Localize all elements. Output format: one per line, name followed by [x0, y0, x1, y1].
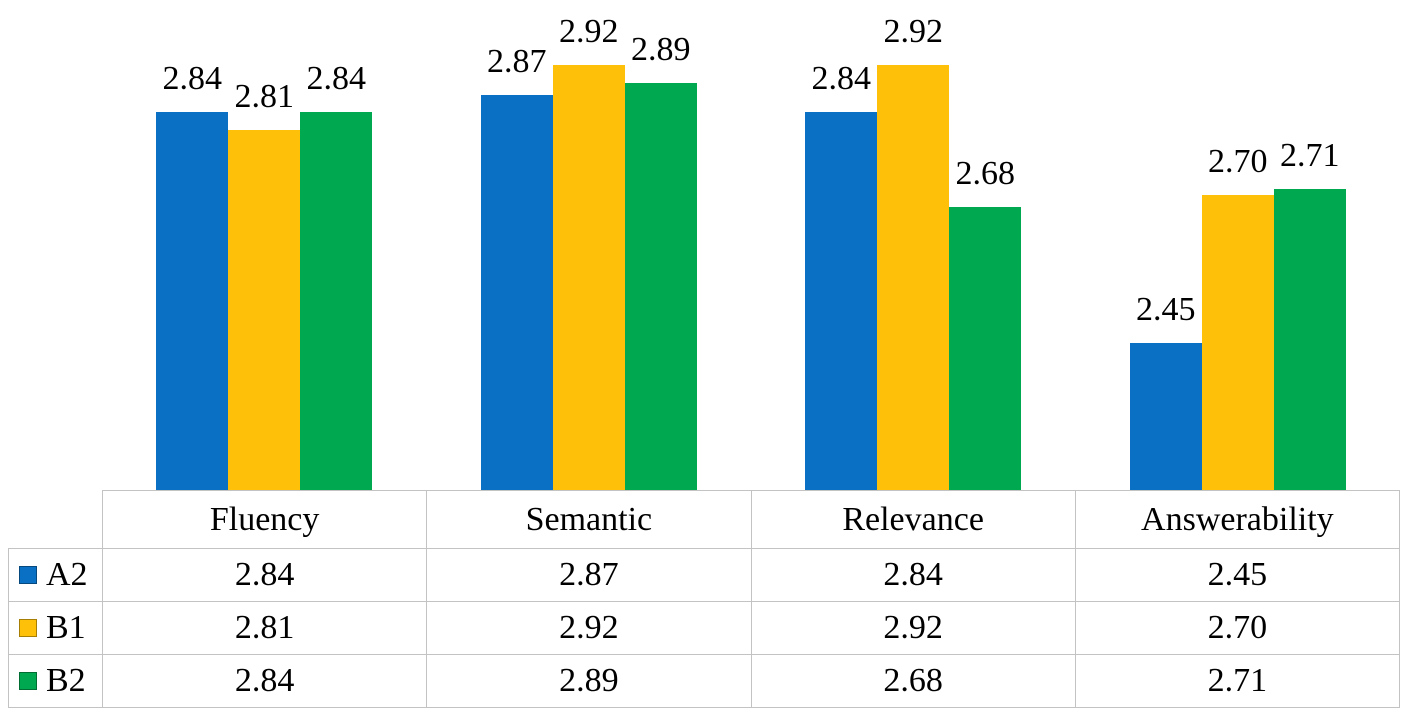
table-cell: 2.84 [101, 548, 428, 602]
column-header-answerability: Answerability [1074, 490, 1401, 549]
table-cell: 2.45 [1074, 548, 1401, 602]
table-row-b1: B1 2.81 2.92 2.92 2.70 [8, 601, 1401, 655]
category-group-semantic: 2.87 2.92 2.89 [427, 0, 752, 490]
table-row-a2: A2 2.84 2.87 2.84 2.45 [8, 548, 1401, 602]
bar-value-label: 2.45 [1136, 290, 1196, 328]
series-name-label: B1 [46, 609, 86, 646]
series-name-label: A2 [46, 556, 88, 593]
bar-b2-relevance: 2.68 [949, 156, 1022, 490]
bar-b1-fluency: 2.81 [228, 80, 301, 490]
bar-value-label: 2.92 [883, 13, 944, 51]
category-group-relevance: 2.84 2.92 2.68 [751, 0, 1076, 490]
bar-b2-semantic: 2.89 [624, 32, 697, 490]
category-group-fluency: 2.84 2.81 2.84 [102, 0, 427, 490]
table-corner-cell [9, 491, 103, 549]
plot-area: 2.84 2.81 2.84 2.87 2.92 2.89 2.84 2.92 2.68 2.45… [102, 0, 1400, 490]
table-cell: 2.92 [426, 601, 752, 655]
bar-b2-fluency: 2.84 [300, 62, 373, 490]
bar-value-label: 2.84 [811, 60, 872, 98]
table-cell: 2.68 [750, 654, 1076, 708]
legend-color-swatch-a2 [19, 566, 37, 584]
table-cell: 2.81 [101, 601, 428, 655]
bar-b1-relevance: 2.92 [877, 15, 950, 490]
row-header-b2: B2 [8, 654, 103, 708]
bar-a2-relevance: 2.84 [805, 62, 878, 490]
bar-a2-semantic: 2.87 [480, 44, 553, 490]
bar-value-label: 2.70 [1208, 143, 1268, 180]
table-cell: 2.71 [1074, 654, 1401, 708]
table-cell: 2.87 [426, 548, 752, 602]
table-cell: 2.84 [750, 548, 1076, 602]
series-name-label: B2 [46, 662, 86, 699]
column-header-semantic: Semantic [426, 490, 752, 549]
bar-b2-answerability: 2.71 [1273, 139, 1346, 490]
table-cell: 2.89 [426, 654, 752, 708]
bar-b1-answerability: 2.70 [1201, 145, 1274, 490]
bar-value-label: 2.92 [559, 13, 619, 51]
bar-a2-answerability: 2.45 [1129, 292, 1202, 490]
column-header-relevance: Relevance [750, 490, 1076, 549]
legend-color-swatch-b1 [19, 619, 37, 637]
bar-value-label: 2.84 [162, 60, 223, 98]
bar-value-label: 2.84 [306, 60, 367, 98]
table-cell: 2.92 [750, 601, 1076, 655]
bar-value-label: 2.68 [955, 154, 1016, 192]
category-group-answerability: 2.45 2.70 2.71 [1076, 0, 1401, 490]
column-header-fluency: Fluency [101, 490, 428, 549]
data-table: Fluency Semantic Relevance Answerability A2 2… [8, 490, 1401, 708]
table-row-b2: B2 2.84 2.89 2.68 2.71 [8, 654, 1401, 708]
bar-value-label: 2.71 [1280, 137, 1340, 175]
bar-value-label: 2.89 [631, 30, 691, 68]
table-cell: 2.70 [1074, 601, 1401, 655]
row-header-b1: B1 [8, 601, 103, 655]
bar-value-label: 2.81 [234, 78, 295, 116]
bar-b1-semantic: 2.92 [552, 15, 625, 490]
row-header-a2: A2 [8, 548, 103, 602]
bar-value-label: 2.87 [487, 42, 547, 80]
table-cell: 2.84 [101, 654, 428, 708]
legend-color-swatch-b2 [19, 672, 37, 690]
bar-a2-fluency: 2.84 [156, 62, 229, 490]
